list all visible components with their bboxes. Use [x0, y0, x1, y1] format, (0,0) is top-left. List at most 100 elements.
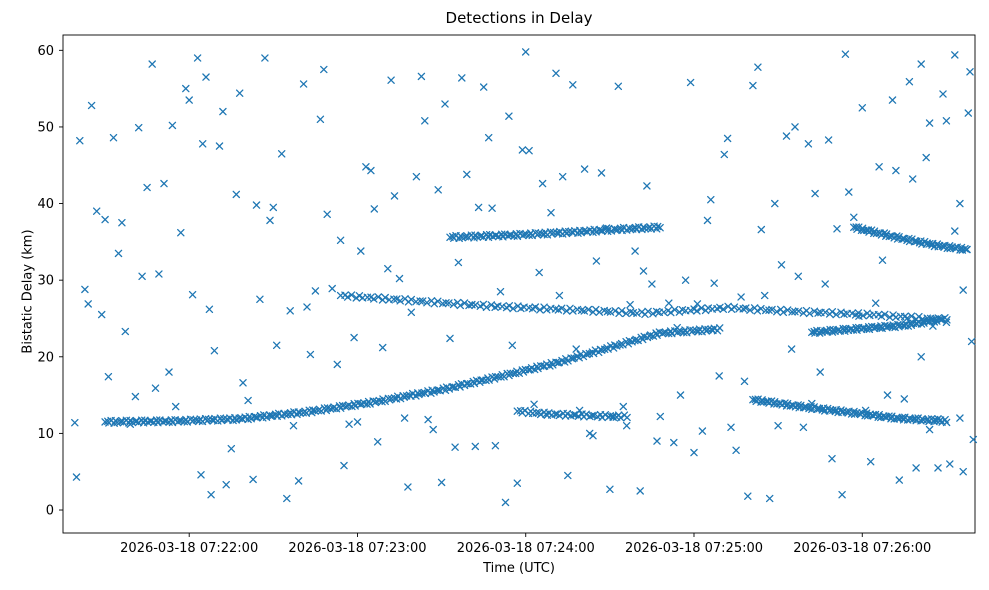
detection-marker [585, 429, 594, 438]
detection-marker [917, 353, 925, 361]
detection-marker [424, 415, 432, 424]
detection-marker [719, 305, 728, 313]
detection-marker [892, 166, 900, 175]
detection-marker [737, 293, 745, 301]
y-tick-label: 10 [37, 427, 54, 442]
detection-marker [888, 96, 897, 104]
detection-marker [456, 301, 465, 310]
detection-marker [794, 307, 803, 315]
detection-marker [808, 399, 816, 408]
detection-marker [821, 308, 830, 317]
detection-marker [942, 418, 951, 427]
detection-marker [306, 350, 315, 359]
detection-marker [188, 290, 197, 299]
detection-marker [505, 302, 514, 310]
detection-marker [765, 494, 774, 503]
detection-marker [631, 247, 639, 255]
detection-marker [343, 293, 352, 301]
detection-marker [732, 446, 740, 455]
detection-marker [810, 307, 819, 316]
detection-marker [488, 204, 496, 212]
detection-marker [597, 226, 605, 235]
detection-marker [416, 297, 424, 305]
detection-marker [966, 68, 974, 76]
detection-marker [202, 73, 210, 81]
detection-marker [670, 305, 679, 314]
detection-marker [855, 312, 863, 320]
detection-marker [362, 163, 370, 171]
detection-marker [925, 119, 934, 127]
detection-marker [801, 403, 809, 411]
detection-marker [589, 431, 597, 440]
detection-marker [575, 406, 584, 415]
detection-marker [269, 203, 278, 212]
detection-marker [584, 305, 593, 314]
detection-marker [939, 90, 947, 98]
detection-marker [219, 107, 227, 116]
detection-marker [134, 123, 143, 132]
detection-marker [828, 308, 837, 316]
detection-marker [774, 421, 782, 430]
detection-marker [832, 310, 840, 319]
detection-marker [707, 195, 715, 204]
detection-marker [771, 199, 779, 208]
detection-marker [656, 412, 665, 421]
detection-marker [373, 438, 382, 446]
detection-marker [148, 60, 156, 68]
detection-marker [239, 379, 247, 387]
detection-marker [404, 483, 412, 491]
detection-marker [316, 115, 325, 124]
detection-marker [374, 293, 383, 301]
x-axis-label: Time (UTC) [483, 561, 555, 576]
detection-marker [912, 464, 920, 472]
detection-marker [592, 305, 600, 314]
detection-marker [619, 402, 628, 411]
detection-marker [900, 395, 909, 403]
detection-marker [616, 414, 625, 422]
detection-marker [744, 492, 752, 500]
detection-marker [670, 438, 678, 447]
detection-marker [393, 295, 401, 303]
detection-marker [870, 229, 878, 238]
detection-marker [969, 435, 978, 444]
detection-marker [198, 140, 207, 148]
detection-marker [215, 142, 224, 150]
detection-marker [277, 150, 286, 158]
detection-marker [656, 223, 664, 232]
detection-marker [595, 308, 604, 316]
chart-title: Detections in Delay [445, 9, 593, 27]
detection-marker [911, 237, 919, 245]
y-tick-label: 0 [46, 504, 54, 519]
detection-marker [942, 318, 951, 327]
detection-marker [418, 297, 427, 305]
detection-marker [171, 402, 180, 411]
detection-marker [816, 368, 824, 376]
detection-marker [681, 276, 690, 284]
detection-marker [925, 425, 934, 434]
detection-marker [888, 323, 897, 331]
detection-marker [626, 300, 634, 309]
detection-marker [788, 308, 796, 316]
detection-marker [72, 473, 81, 481]
detection-marker [563, 409, 572, 418]
detection-marker [484, 133, 493, 142]
detection-marker [866, 457, 875, 466]
detection-marker [653, 437, 661, 445]
detection-marker [474, 203, 483, 212]
detection-marker [536, 306, 544, 314]
detection-marker [505, 112, 513, 120]
detection-marker [710, 279, 718, 287]
detection-marker [518, 146, 527, 154]
y-tick-label: 20 [37, 350, 54, 365]
detection-marker [464, 379, 472, 388]
detection-marker [754, 63, 762, 71]
detection-marker [917, 60, 925, 68]
detection-marker [956, 414, 964, 422]
detection-marker [903, 314, 912, 322]
detection-marker [222, 480, 230, 489]
detection-marker [660, 308, 668, 316]
detection-marker [345, 420, 353, 428]
detection-marker [644, 307, 652, 316]
detection-marker [703, 216, 712, 225]
detection-marker [155, 270, 163, 278]
